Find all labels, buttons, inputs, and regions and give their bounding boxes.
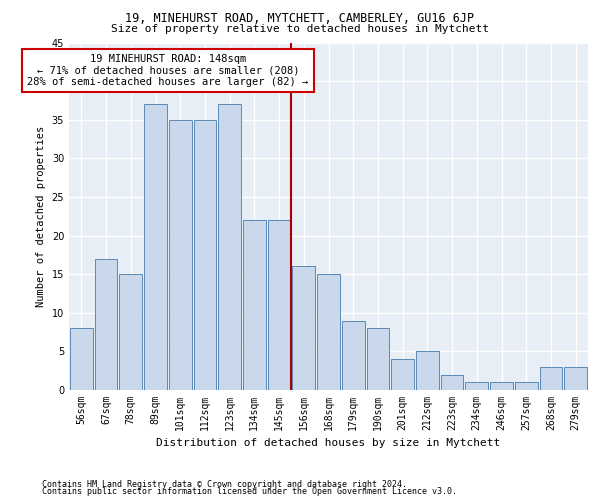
Bar bbox=[169, 120, 191, 390]
Bar bbox=[515, 382, 538, 390]
Y-axis label: Number of detached properties: Number of detached properties bbox=[36, 126, 46, 307]
Bar bbox=[268, 220, 290, 390]
X-axis label: Distribution of detached houses by size in Mytchett: Distribution of detached houses by size … bbox=[157, 438, 500, 448]
Bar bbox=[218, 104, 241, 390]
Text: Contains HM Land Registry data © Crown copyright and database right 2024.: Contains HM Land Registry data © Crown c… bbox=[42, 480, 407, 489]
Bar bbox=[342, 320, 365, 390]
Bar bbox=[539, 367, 562, 390]
Text: Size of property relative to detached houses in Mytchett: Size of property relative to detached ho… bbox=[111, 24, 489, 34]
Bar bbox=[317, 274, 340, 390]
Bar bbox=[490, 382, 513, 390]
Bar bbox=[194, 120, 216, 390]
Bar bbox=[292, 266, 315, 390]
Bar bbox=[243, 220, 266, 390]
Bar bbox=[144, 104, 167, 390]
Bar bbox=[564, 367, 587, 390]
Text: 19 MINEHURST ROAD: 148sqm
← 71% of detached houses are smaller (208)
28% of semi: 19 MINEHURST ROAD: 148sqm ← 71% of detac… bbox=[27, 54, 308, 88]
Text: 19, MINEHURST ROAD, MYTCHETT, CAMBERLEY, GU16 6JP: 19, MINEHURST ROAD, MYTCHETT, CAMBERLEY,… bbox=[125, 12, 475, 25]
Bar bbox=[95, 258, 118, 390]
Bar bbox=[441, 374, 463, 390]
Bar bbox=[119, 274, 142, 390]
Bar bbox=[367, 328, 389, 390]
Text: Contains public sector information licensed under the Open Government Licence v3: Contains public sector information licen… bbox=[42, 487, 457, 496]
Bar bbox=[466, 382, 488, 390]
Bar bbox=[416, 352, 439, 390]
Bar bbox=[70, 328, 93, 390]
Bar bbox=[391, 359, 414, 390]
